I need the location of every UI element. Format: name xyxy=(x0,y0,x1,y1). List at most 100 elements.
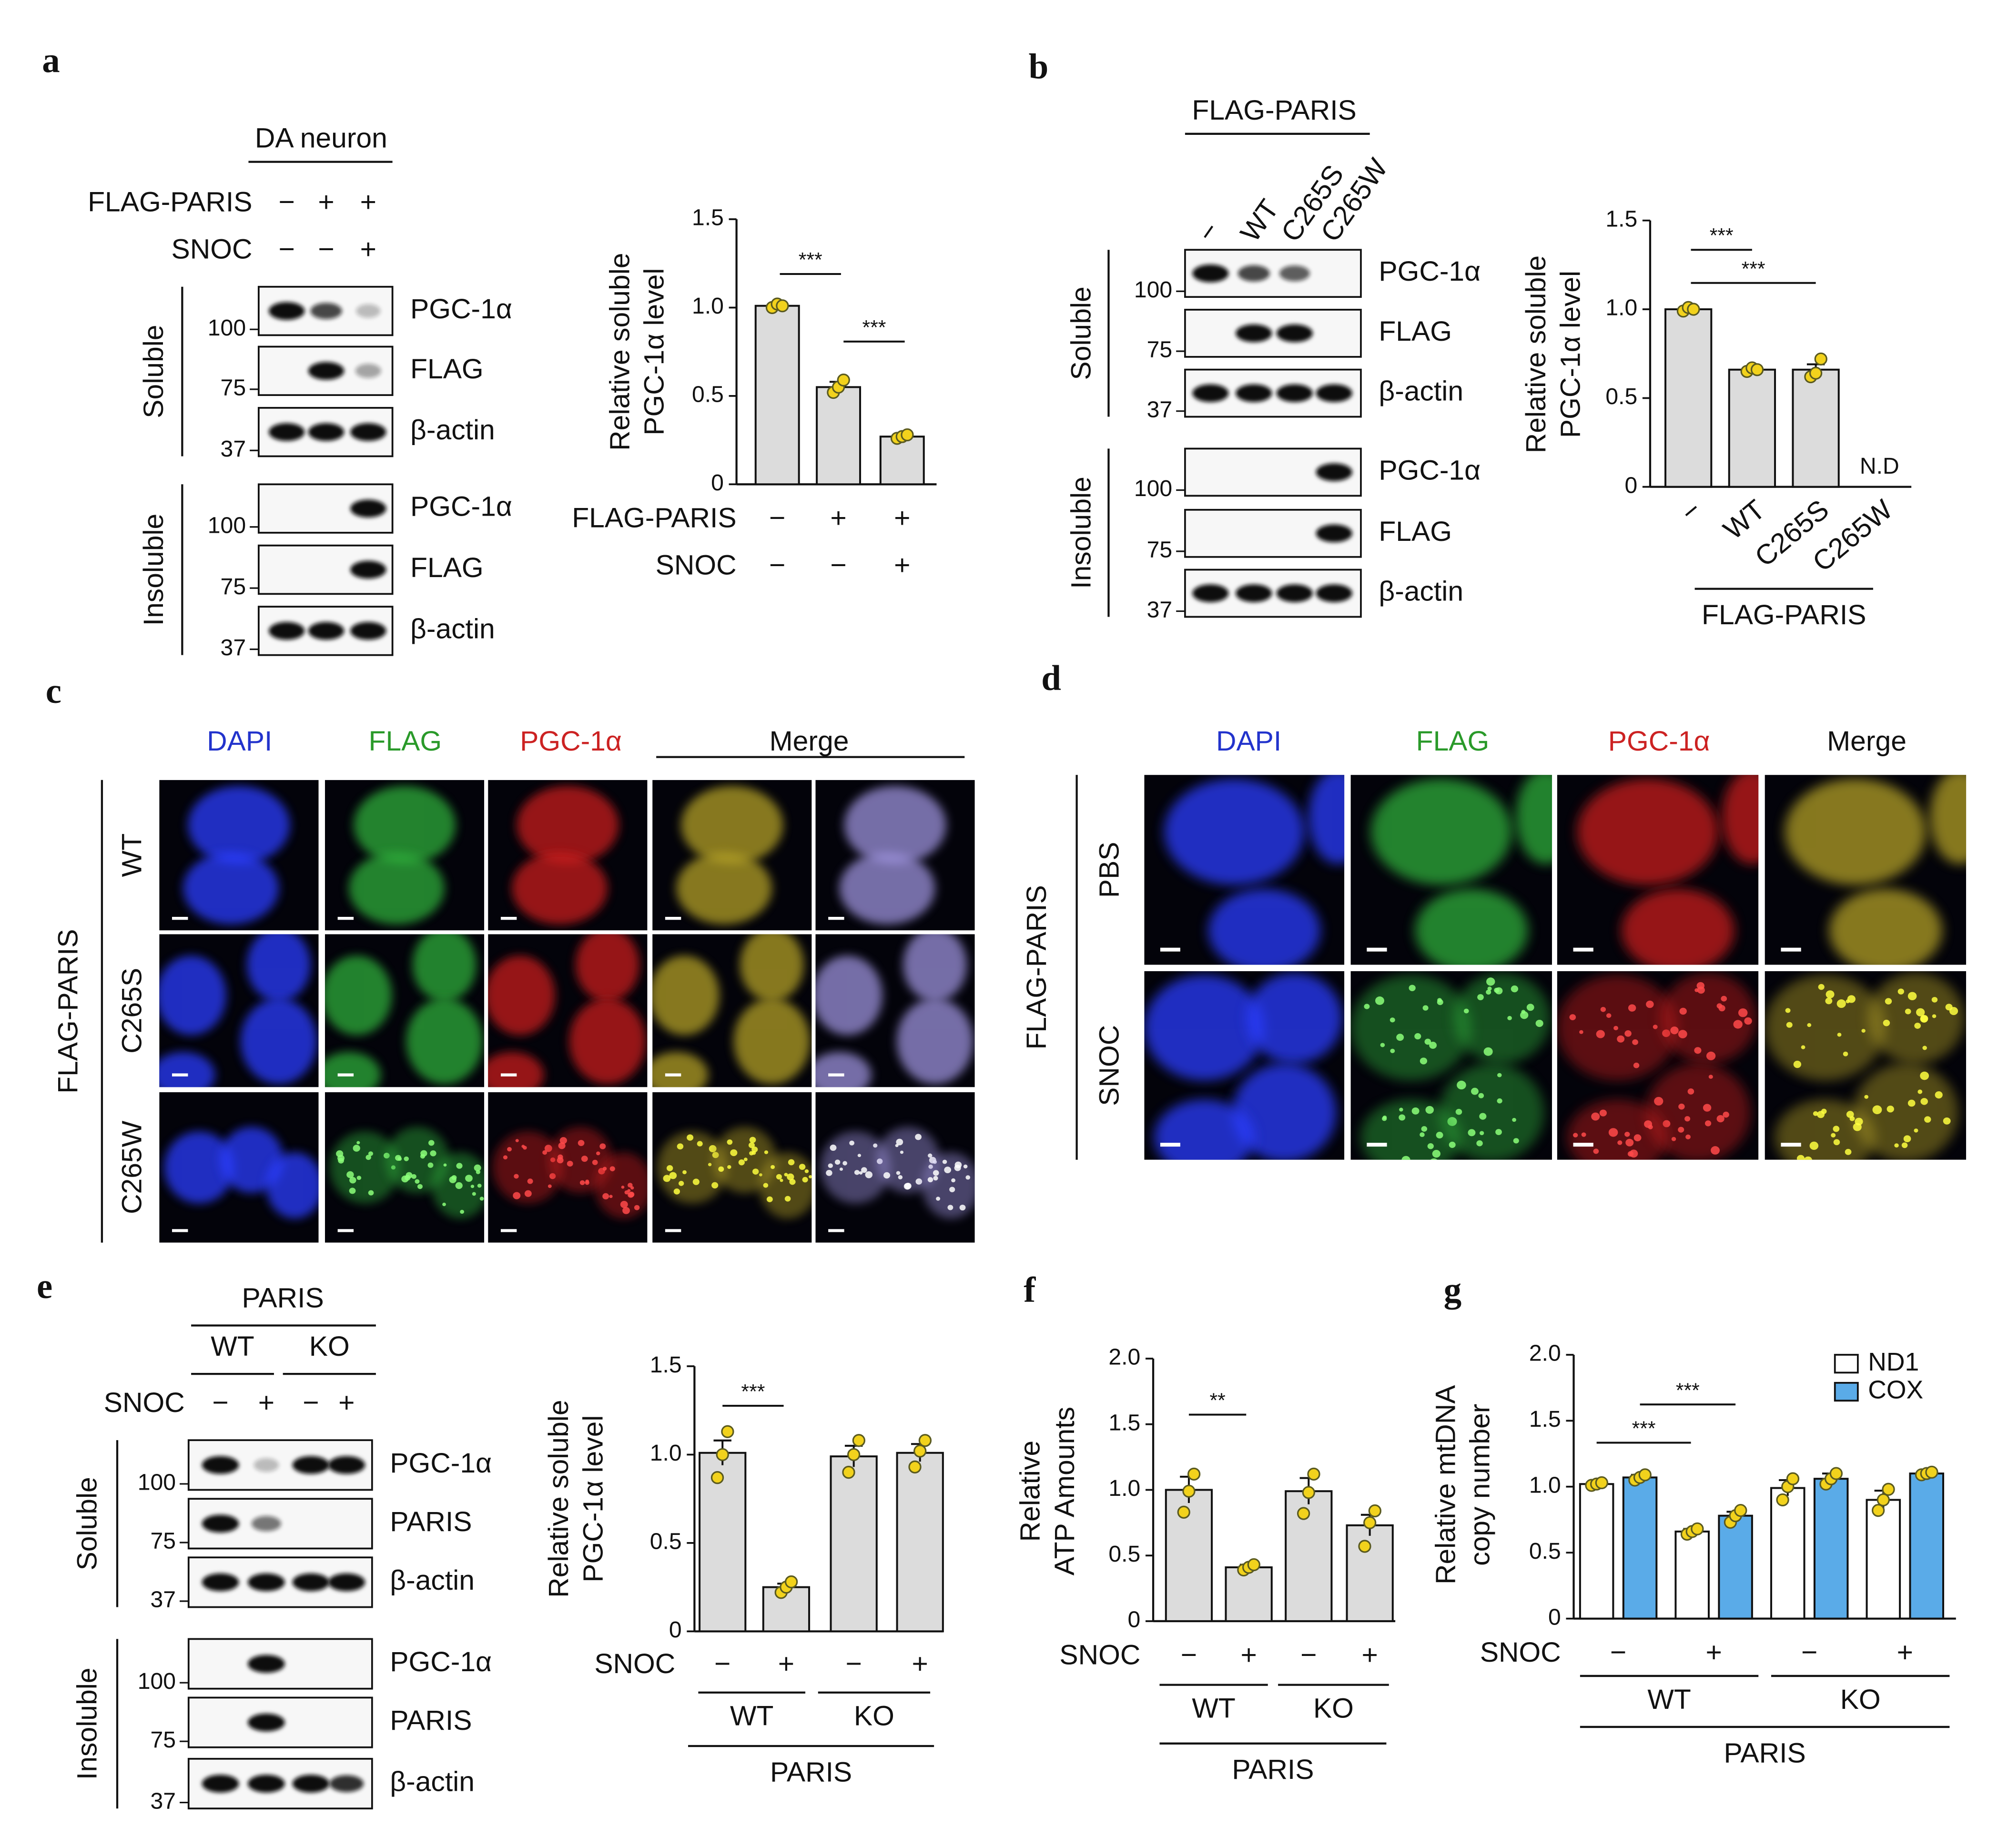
condition-label: SNOC xyxy=(1480,1637,1561,1668)
speckle xyxy=(1679,1007,1687,1015)
speckle xyxy=(596,1151,600,1156)
row-label: C265S xyxy=(116,968,147,1054)
speckle xyxy=(1653,1025,1658,1029)
data-point xyxy=(1876,1493,1890,1507)
cell xyxy=(266,1152,319,1219)
speckle xyxy=(898,1175,903,1179)
group-label: KO xyxy=(309,1331,350,1362)
y-tick-label: 0 xyxy=(1548,1604,1561,1630)
blot-band xyxy=(292,1573,330,1592)
y-tick-label: 0 xyxy=(1624,472,1637,498)
bar xyxy=(816,386,862,486)
y-axis-label: Relative soluble xyxy=(1521,255,1552,453)
speckle xyxy=(766,1196,773,1202)
mw-label: 100 xyxy=(208,512,246,538)
micrograph xyxy=(488,934,648,1087)
data-point xyxy=(1882,1482,1895,1496)
speckle xyxy=(1738,1008,1748,1017)
speckle xyxy=(1872,1105,1882,1115)
speckle xyxy=(1809,1141,1819,1150)
speckle xyxy=(1478,1093,1484,1098)
speckle xyxy=(1526,1004,1534,1011)
micrograph xyxy=(815,1092,975,1243)
speckle xyxy=(842,1161,847,1166)
cell xyxy=(1660,973,1757,1064)
y-tick-label: 1.5 xyxy=(1605,206,1637,232)
y-tick-label: 1.5 xyxy=(692,205,724,231)
speckle xyxy=(1411,1107,1420,1115)
speckle xyxy=(1801,1045,1805,1049)
speckle xyxy=(1903,1135,1911,1143)
speckle xyxy=(368,1151,374,1156)
speckle xyxy=(751,1151,756,1155)
fraction-label: Insoluble xyxy=(72,1667,103,1780)
cell xyxy=(240,998,317,1084)
blot-band xyxy=(1192,384,1229,402)
speckle xyxy=(592,1159,598,1165)
condition-mark: + xyxy=(830,503,846,534)
y-axis-label: Relative mtDNA xyxy=(1430,1385,1461,1584)
speckle xyxy=(1646,1000,1654,1008)
speckle xyxy=(1837,1033,1842,1037)
micrograph xyxy=(1144,775,1345,965)
blot-band xyxy=(1236,384,1272,402)
fraction-label: Soluble xyxy=(1066,286,1097,380)
blot-band xyxy=(350,560,386,579)
significance-label: *** xyxy=(1742,257,1765,280)
speckle xyxy=(609,1195,613,1198)
speckle xyxy=(1916,1008,1925,1016)
speckle xyxy=(1894,1143,1899,1148)
micrograph xyxy=(1557,971,1759,1160)
speckle xyxy=(1535,1019,1543,1027)
band-label: β-actin xyxy=(410,415,495,446)
blot-band xyxy=(1276,584,1313,602)
speckle xyxy=(687,1134,694,1141)
mw-label: 75 xyxy=(150,1727,176,1753)
data-point xyxy=(908,1460,922,1474)
bar xyxy=(1346,1524,1394,1622)
speckle xyxy=(1486,977,1495,986)
speckle xyxy=(787,1173,794,1180)
condition-label: SNOC xyxy=(656,550,737,581)
bar xyxy=(830,1455,878,1633)
speckle xyxy=(1833,1139,1840,1146)
cell xyxy=(1645,1063,1751,1160)
side-label: FLAG-PARIS xyxy=(53,929,84,1093)
speckle xyxy=(896,1138,903,1146)
speckle xyxy=(1479,1131,1484,1136)
cell xyxy=(815,955,882,1036)
blot-band xyxy=(310,303,342,319)
cell xyxy=(517,786,619,864)
bar xyxy=(1225,1566,1273,1622)
speckle xyxy=(460,1209,465,1214)
speckle xyxy=(1591,1112,1600,1121)
condition-mark: − xyxy=(769,550,785,581)
speckle xyxy=(1486,989,1491,995)
speckle xyxy=(455,1182,463,1189)
panel-letter: g xyxy=(1444,1270,1461,1310)
bar xyxy=(1622,1476,1658,1620)
speckle xyxy=(470,1185,475,1188)
channel-header: Merge xyxy=(1827,726,1907,757)
speckle xyxy=(1457,1080,1466,1090)
speckle xyxy=(1520,1011,1529,1019)
bar xyxy=(1866,1499,1901,1620)
micrograph xyxy=(159,780,319,931)
legend-label: ND1 xyxy=(1868,1348,1919,1376)
speckle xyxy=(1786,1022,1793,1028)
speckle xyxy=(780,1178,783,1182)
speckle xyxy=(349,1188,356,1194)
speckle xyxy=(1511,985,1519,993)
data-point xyxy=(1595,1476,1608,1490)
blot-band xyxy=(248,1713,285,1732)
band-label: FLAG xyxy=(410,354,484,385)
blot-band xyxy=(355,364,381,378)
micrograph xyxy=(159,1092,319,1243)
panel-letter: c xyxy=(46,671,61,711)
speckle xyxy=(708,1163,712,1167)
speckle xyxy=(1471,1087,1479,1095)
speckle xyxy=(927,1177,933,1182)
speckle xyxy=(1855,1117,1863,1126)
speckle xyxy=(1579,1030,1583,1034)
significance-label: *** xyxy=(1710,224,1734,247)
